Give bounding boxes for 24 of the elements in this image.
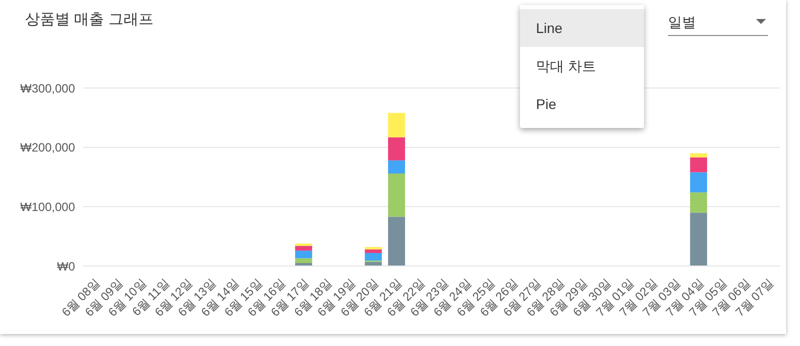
- y-tick-label: ₩100,000: [20, 200, 76, 214]
- bar: [364, 249, 382, 253]
- bar: [690, 157, 708, 172]
- annotation: Pie: [535, 95, 558, 114]
- bar: [690, 172, 708, 192]
- y-tick-label: ₩300,000: [20, 81, 76, 96]
- dropdown-menu: Line 막대 차트 Pie: [520, 5, 644, 128]
- chart-title: 상품별 매출 그래프: [25, 10, 154, 29]
- bar: [295, 243, 312, 246]
- y-tick-label: ₩200,000: [20, 140, 76, 155]
- bar: [388, 112, 406, 138]
- y-tick-label: ₩0: [57, 259, 76, 274]
- bar: [388, 160, 406, 174]
- bar: [295, 258, 312, 264]
- bar: [388, 216, 406, 266]
- bar: [295, 250, 312, 258]
- bar: [690, 153, 708, 158]
- bar: [364, 252, 382, 261]
- select-field: 일별: [668, 10, 768, 36]
- bar: [388, 137, 406, 160]
- bar: [388, 173, 406, 217]
- bar: [690, 192, 708, 213]
- bar: [690, 212, 708, 266]
- bar: [295, 246, 312, 251]
